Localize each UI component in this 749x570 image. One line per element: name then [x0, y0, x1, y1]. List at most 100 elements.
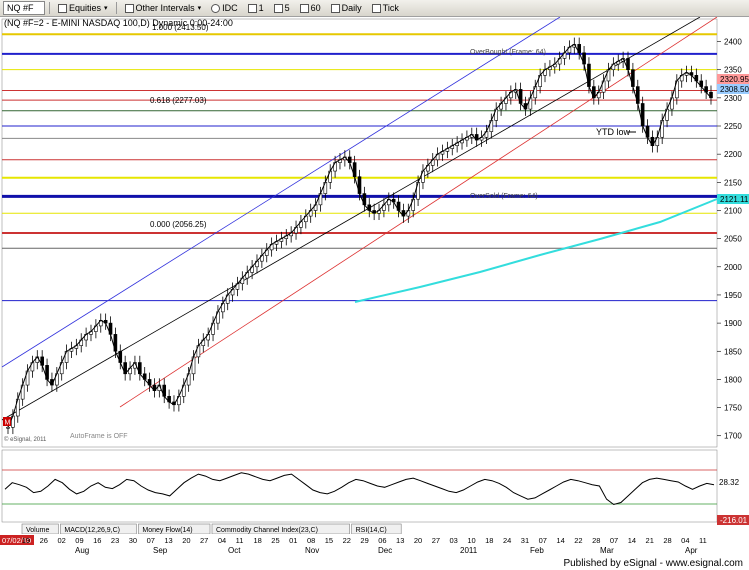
interval-60-button[interactable]: 60 [296, 1, 325, 15]
upper-channel-line [1, 16, 561, 368]
x-start-date-box [0, 535, 34, 545]
x-tick-label: 18 [485, 536, 493, 545]
x-axis-months: Aug Sep Oct Nov Dec 2011 Feb Mar Apr [75, 546, 698, 555]
x-tick-label: 10 [467, 536, 475, 545]
interval-5-button[interactable]: 5 [270, 1, 294, 15]
x-tick-label: 13 [164, 536, 172, 545]
m-marker: M [5, 420, 11, 427]
overbought-label: OverBought (Frame: 64) [470, 49, 546, 56]
equities-icon [58, 3, 67, 13]
x-tick-label: 20 [182, 536, 190, 545]
price-label-mid-box [717, 194, 749, 204]
x-tick-label: 22 [574, 536, 582, 545]
y-tick-label: 1850 [724, 347, 742, 356]
x-tick-label: 11 [699, 536, 707, 545]
x-tick-label: 16 [93, 536, 101, 545]
interval-1-button[interactable]: 1 [244, 1, 268, 15]
x-tick-label: 02 [57, 536, 65, 545]
price-line [7, 43, 712, 428]
study-tab-label: Money Flow(14) [142, 527, 192, 534]
x-tick-label: 18 [253, 536, 261, 545]
other-intervals-dropdown[interactable]: Other Intervals [121, 1, 206, 15]
oversold-label: OverSold (Frame: 64) [470, 193, 538, 200]
indicator-panel-frame [1, 449, 718, 523]
x-tick-label: 11 [236, 536, 244, 545]
x-tick-label: 30 [129, 536, 137, 545]
equities-dropdown[interactable]: Equities [54, 1, 112, 15]
x-tick-label: 29 [360, 536, 368, 545]
study-tab-label: RSI(14,C) [356, 527, 387, 534]
chart-area[interactable]: 1700 1750 1800 1850 1900 1950 2000 2050 2100 2150… [0, 16, 749, 570]
interval-daily-button[interactable]: Daily [327, 1, 366, 15]
symbol-input[interactable]: NQ #F [3, 1, 45, 15]
toolbar-separator [115, 2, 117, 14]
price-chart[interactable]: 1700 1750 1800 1850 1900 1950 2000 2050 2100 2150… [0, 16, 749, 570]
price-label-upper: 2320.95 [720, 75, 749, 84]
x-tick-label: 28 [663, 536, 671, 545]
x-month-label: Oct [228, 546, 241, 555]
price-label-lower: 2308.50 [720, 85, 749, 94]
idc-button[interactable]: IDC [207, 1, 242, 15]
y-tick-label: 2000 [724, 263, 742, 272]
price-label-lower-box [717, 84, 749, 94]
x-tick-label: 04 [681, 536, 689, 545]
indicator-line [4, 472, 715, 506]
x-month-label: Dec [378, 546, 392, 555]
m-marker-box [3, 417, 11, 426]
idc-icon [211, 3, 221, 13]
x-tick-label: 13 [396, 536, 404, 545]
autoframe-label: AutoFrame is OFF [70, 433, 128, 440]
x-tick-label: 14 [556, 536, 564, 545]
x-tick-label: 21 [646, 536, 654, 545]
x-month-label: Sep [153, 546, 168, 555]
long-moving-average [354, 198, 718, 303]
chart-title: (NQ #F=2 - E-MINI NASDAQ 100,D) Dynamic … [4, 18, 233, 28]
y-tick-label: 1900 [724, 319, 742, 328]
interval-icon [273, 3, 283, 13]
y-tick-label: 1700 [724, 432, 742, 441]
interval-tick-button[interactable]: Tick [368, 1, 403, 15]
x-tick-label: 08 [307, 536, 315, 545]
x-month-label: Aug [75, 546, 89, 555]
x-tick-label: 27 [200, 536, 208, 545]
x-tick-label: 14 [628, 536, 636, 545]
x-tick-label: 06 [378, 536, 386, 545]
x-tick-label: 26 [40, 536, 48, 545]
toolbar: NQ #F Equities Other Intervals IDC 1 5 6… [0, 0, 749, 17]
x-tick-label: 07 [610, 536, 618, 545]
x-tick-label: 15 [325, 536, 333, 545]
x-tick-label: 07 [539, 536, 547, 545]
x-tick-label: 28 [592, 536, 600, 545]
toolbar-separator [49, 2, 50, 14]
x-tick-label: 09 [75, 536, 83, 545]
x-month-label: Feb [530, 546, 544, 555]
study-tab-label: MACD(12,26,9,C) [64, 527, 120, 534]
fib-1000-label: 1.000 (2413.50) [152, 23, 209, 32]
y-tick-label: 2400 [724, 38, 742, 47]
interval-icon [247, 3, 257, 13]
price-bars [6, 37, 713, 435]
x-tick-label: 04 [218, 536, 226, 545]
x-month-label: 2011 [460, 546, 478, 555]
copyright-label: © eSignal, 2011 [4, 436, 47, 443]
x-axis-area [0, 534, 749, 556]
footer: Published by eSignal - www.esignal.com [0, 556, 749, 570]
ytd-low-label: YTD low [596, 127, 631, 137]
cci-value-box [717, 515, 749, 525]
price-candle [6, 426, 10, 429]
x-tick-label: 01 [289, 536, 297, 545]
x-tick-label: 19 [22, 536, 30, 545]
interval-icon [299, 3, 309, 13]
x-tick-label: 27 [432, 536, 440, 545]
x-tick-label: 31 [521, 536, 529, 545]
x-month-label: Nov [305, 546, 319, 555]
y-tick-label: 2200 [724, 150, 742, 159]
intervals-icon [124, 3, 134, 13]
y-tick-label: 2150 [724, 178, 742, 187]
study-tabs: Volume MACD(12,26,9,C) Money Flow(14) Commo… [21, 523, 402, 535]
x-tick-label: 22 [343, 536, 351, 545]
y-tick-label: 2350 [724, 66, 742, 75]
x-tick-label: 23 [111, 536, 119, 545]
trend-channel-lines [1, 16, 718, 421]
